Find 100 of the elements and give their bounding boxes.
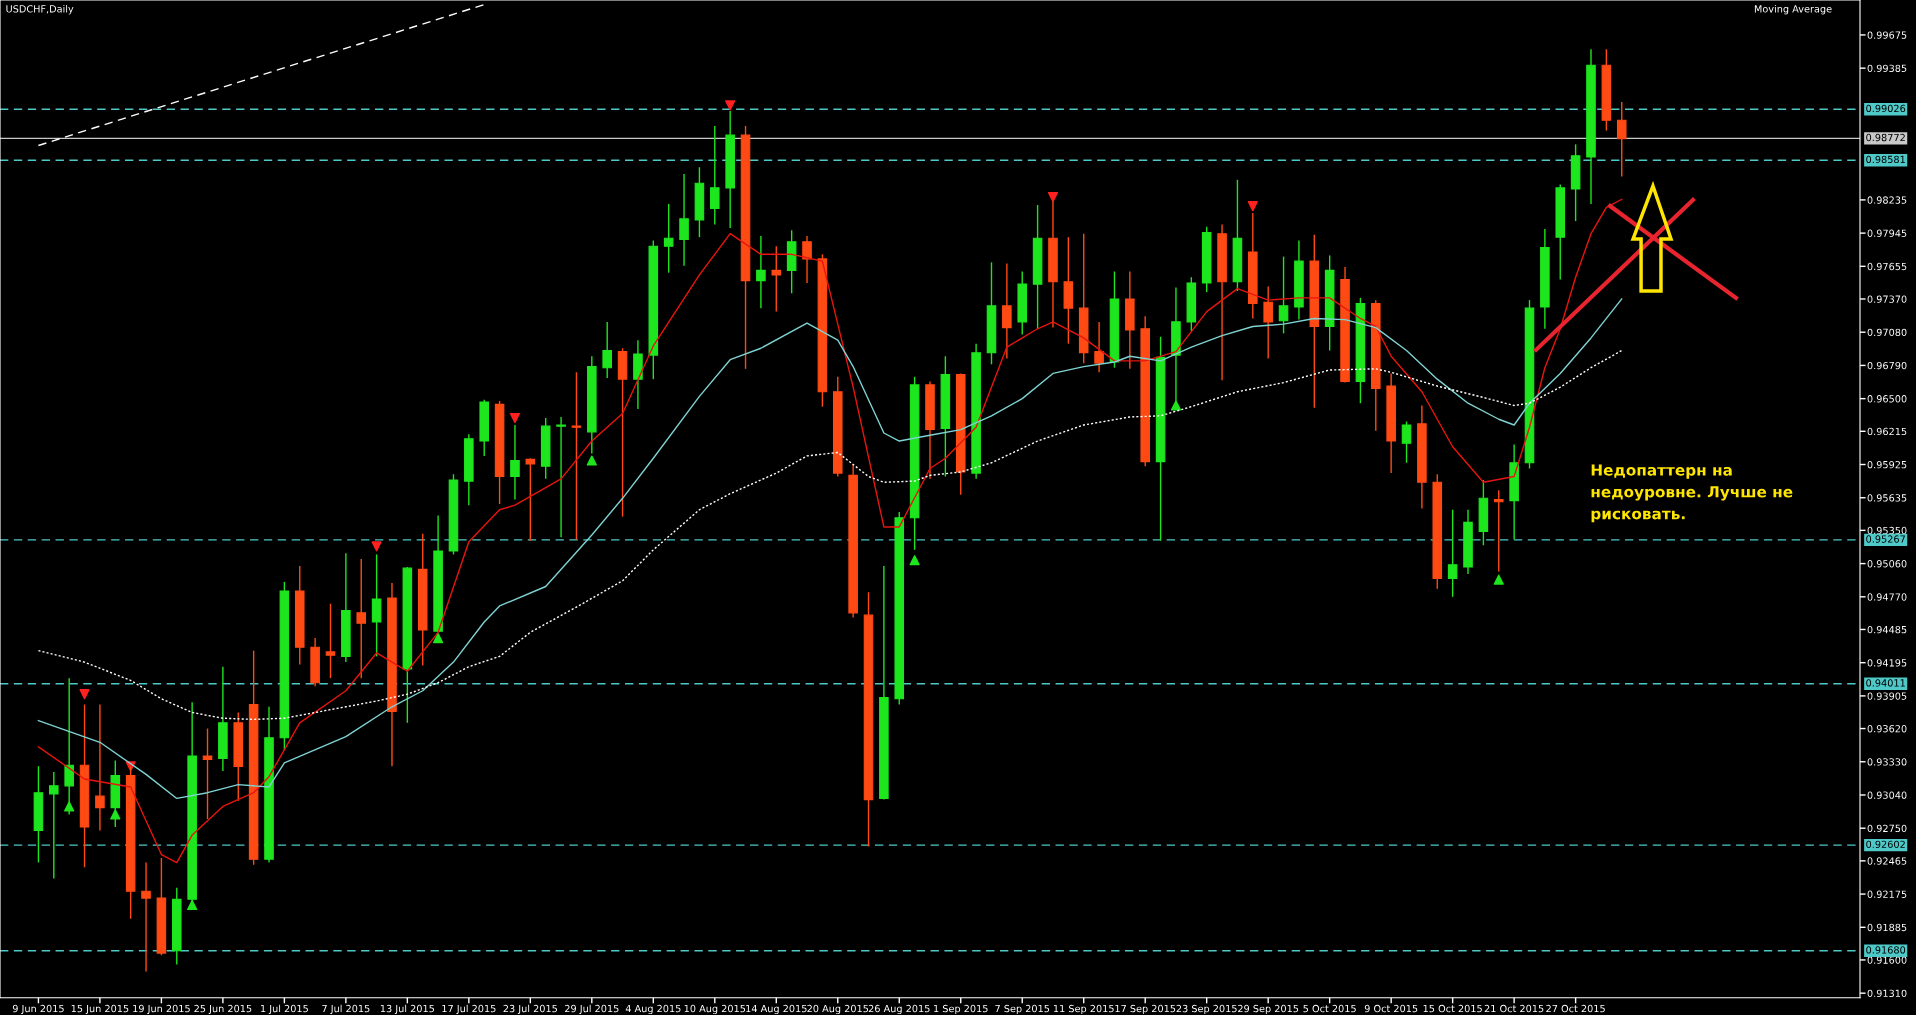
point xyxy=(725,100,736,111)
x-tick-label: 21 Oct 2015 xyxy=(1484,1004,1544,1013)
y-tick-label: 0.93905 xyxy=(1867,692,1907,700)
y-tick-label: 0.99675 xyxy=(1867,31,1907,39)
candlestick xyxy=(771,245,782,313)
y-tick-label: 0.93330 xyxy=(1867,758,1907,766)
x-tick-label: 23 Jul 2015 xyxy=(503,1004,557,1015)
x-tick-label: 17 Jul 2015 xyxy=(442,1004,496,1015)
x-tick-label: 11 Sep 2015 xyxy=(1053,1004,1114,1015)
y-tick-label: 0.97370 xyxy=(1867,295,1907,303)
y-tick-label: 0.91310 xyxy=(1867,989,1907,997)
candlestick xyxy=(1401,420,1412,464)
x-tick-label: 1 Jul 2015 xyxy=(261,1004,308,1015)
candlestick xyxy=(1278,255,1289,335)
point xyxy=(79,689,90,700)
ref-line-label: 0.94011 xyxy=(1866,679,1905,687)
x-tick-label: 20 Aug 2015 xyxy=(807,1004,869,1015)
y-tick-label: 0.95060 xyxy=(1867,560,1907,568)
candlestick xyxy=(571,371,582,541)
y-tick-label: 0.99385 xyxy=(1867,64,1907,72)
candlestick xyxy=(1263,285,1273,360)
y-tick-label: 0.95925 xyxy=(1867,460,1907,469)
y-tick-label: 0.92465 xyxy=(1867,857,1907,865)
candlestick xyxy=(95,703,105,832)
point xyxy=(110,809,121,820)
point xyxy=(509,413,521,424)
ref-line-label: 0.98581 xyxy=(1866,155,1905,164)
candlestick xyxy=(602,321,612,379)
candlestick xyxy=(1616,101,1627,178)
point xyxy=(1493,574,1504,585)
point xyxy=(1247,201,1258,212)
ref-line-label: 0.92602 xyxy=(1866,840,1905,848)
x-tick-label: 4 Aug 2015 xyxy=(625,1004,681,1015)
x-tick-label: 7 Sep 2015 xyxy=(995,1004,1050,1015)
x-tick-label: 5 Oct 2015 xyxy=(1303,1004,1356,1013)
y-tick-label: 0.97655 xyxy=(1867,262,1907,271)
x-tick-label: 9 Jun 2015 xyxy=(12,1004,64,1015)
y-tick-label: 0.97945 xyxy=(1867,229,1907,237)
y-tick-label: 0.98235 xyxy=(1867,196,1907,204)
y-tick-label: 0.94195 xyxy=(1867,659,1907,667)
candlestick xyxy=(1493,489,1504,573)
candlestick xyxy=(556,416,566,538)
y-tick-label: 0.94770 xyxy=(1867,593,1907,601)
point xyxy=(1047,191,1059,203)
x-tick-label: 25 Jun 2015 xyxy=(194,1004,252,1015)
y-tick-label: 0.96500 xyxy=(1867,395,1907,403)
candlestick xyxy=(679,173,689,267)
point xyxy=(433,632,444,644)
y-tick-label: 0.92175 xyxy=(1867,890,1907,898)
candlestick xyxy=(356,558,367,679)
x-tick-label: 29 Sep 2015 xyxy=(1238,1004,1299,1015)
y-tick-label: 0.93040 xyxy=(1867,791,1907,799)
x-tick-label: 23 Sep 2015 xyxy=(1176,1004,1237,1015)
candlestick xyxy=(141,861,151,973)
x-tick-label: 29 Jul 2015 xyxy=(565,1004,619,1015)
x-tick-label: 14 Aug 2015 xyxy=(746,1004,807,1015)
y-tick-label: 0.93620 xyxy=(1867,725,1907,733)
y-tick-label: 0.94485 xyxy=(1867,625,1907,634)
chart-title: USDCHF,Daily xyxy=(6,4,74,15)
x-tick-label: 15 Oct 2015 xyxy=(1423,1004,1482,1013)
x-tick-label: 27 Oct 2015 xyxy=(1546,1004,1605,1013)
candlestick xyxy=(710,125,720,226)
candlestick xyxy=(1002,262,1012,360)
candlestick xyxy=(1094,321,1104,373)
y-tick-label: 0.97080 xyxy=(1867,328,1907,337)
candlestick xyxy=(202,727,213,820)
candlestick xyxy=(325,602,336,679)
x-tick-label: 19 Jun 2015 xyxy=(133,1004,190,1015)
candlestick xyxy=(1447,509,1458,598)
y-tick-label: 0.96215 xyxy=(1867,427,1907,436)
candlestick xyxy=(49,771,59,880)
x-tick-label: 13 Jul 2015 xyxy=(380,1004,435,1015)
ref-line-label: 0.99026 xyxy=(1866,104,1906,113)
y-tick-label: 0.91885 xyxy=(1867,923,1907,932)
text: Moving Average xyxy=(1754,4,1832,15)
y-tick-label: 0.92750 xyxy=(1867,824,1907,833)
x-tick-label: 15 Jun 2015 xyxy=(71,1004,129,1015)
annotation: Недопаттерн на недоуровне. Лучше не рисковать. xyxy=(1591,464,1793,523)
candlestick xyxy=(663,203,674,274)
ref-line-label: 0.98772 xyxy=(1866,133,1905,142)
ref-line-label: 0.95267 xyxy=(1866,535,1905,543)
x-tick-label: 26 Aug 2015 xyxy=(868,1004,930,1015)
x-tick-label: 1 Sep 2015 xyxy=(934,1004,988,1015)
point xyxy=(586,455,597,466)
point xyxy=(909,555,920,566)
y-tick-label: 0.95635 xyxy=(1867,494,1907,502)
candlestick xyxy=(525,457,536,542)
x-tick-label: 7 Jul 2015 xyxy=(322,1004,370,1015)
y-tick-label: 0.96790 xyxy=(1867,361,1907,370)
candlestick xyxy=(756,235,766,309)
candlestick xyxy=(371,553,382,658)
candlestick xyxy=(510,424,520,501)
x-tick-label: 10 Aug 2015 xyxy=(684,1004,746,1015)
ref-line-label: 0.91680 xyxy=(1866,946,1906,954)
x-tick-label: 9 Oct 2015 xyxy=(1364,1004,1418,1013)
point xyxy=(187,899,198,911)
point xyxy=(371,541,382,552)
x-tick-label: 17 Sep 2015 xyxy=(1115,1004,1176,1015)
candlestick xyxy=(802,235,812,284)
y-tick-label: 0.95350 xyxy=(1867,526,1907,535)
